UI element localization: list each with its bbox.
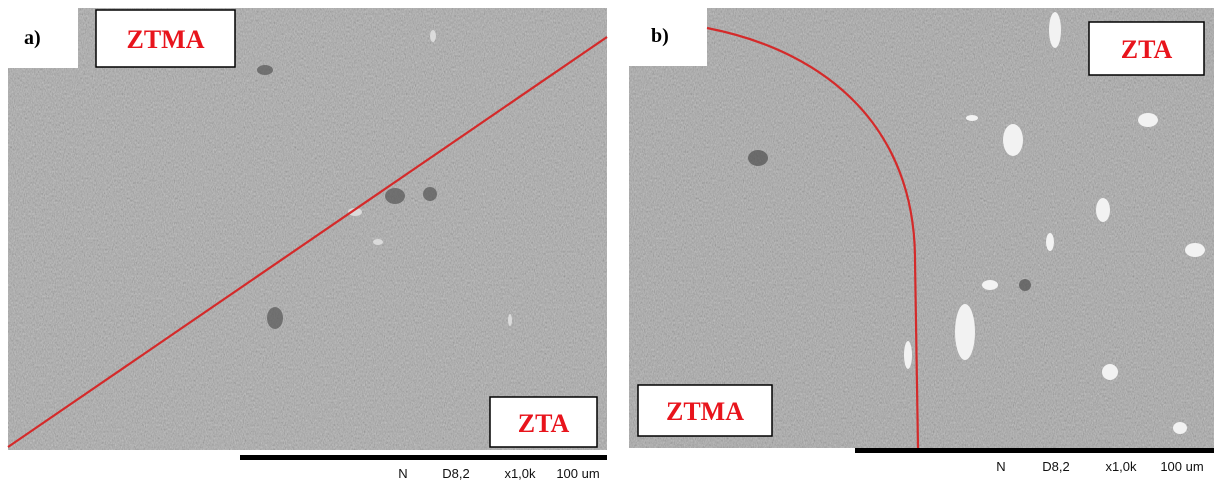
panel-label: a) — [24, 27, 41, 49]
scale-text: D8,2 — [1042, 459, 1069, 474]
figure: a) ZTMA ZTA N D8,2 x1,0k 100 um b) ZTA — [0, 0, 1218, 483]
scale-bar — [240, 455, 607, 460]
texture — [8, 8, 607, 450]
scale-text: N — [996, 459, 1005, 474]
panel-label: b) — [651, 25, 669, 47]
scale-text: N — [398, 466, 407, 481]
region-label: ZTMA — [127, 25, 205, 54]
region-label: ZTMA — [666, 397, 744, 426]
label-bg — [8, 8, 78, 68]
scale-text: 100 um — [1160, 459, 1203, 474]
scale-text: x1,0k — [504, 466, 536, 481]
scale-text: 100 um — [556, 466, 599, 481]
panel-b: b) ZTA ZTMA N D8,2 x1,0k 100 um — [629, 8, 1214, 474]
scale-bar — [855, 448, 1214, 453]
panel-a: a) ZTMA ZTA N D8,2 x1,0k 100 um — [8, 8, 607, 481]
scale-text: x1,0k — [1105, 459, 1137, 474]
scale-text: D8,2 — [442, 466, 469, 481]
region-label: ZTA — [518, 409, 570, 438]
region-label: ZTA — [1121, 35, 1173, 64]
